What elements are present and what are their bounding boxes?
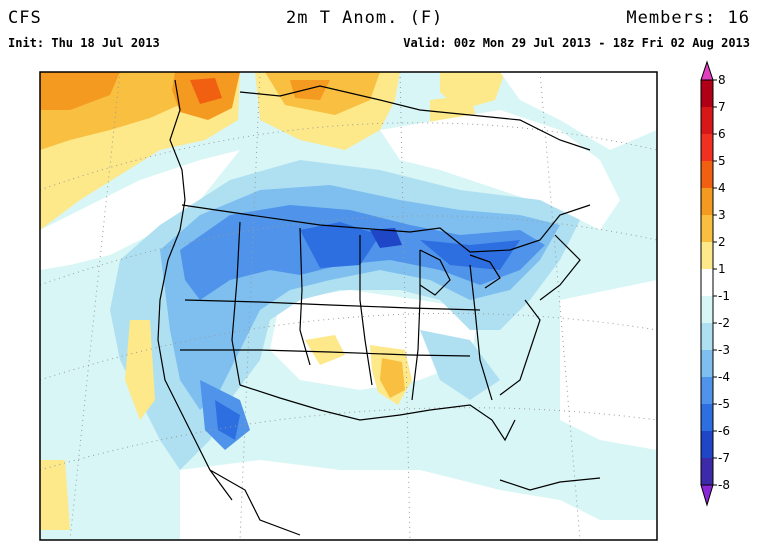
colorbar-label: 6 <box>718 127 726 141</box>
colorbar: 8 7 6 5 4 3 2 1 -1 -2 -3 -4 -5 -6 -7 -8 <box>700 60 730 507</box>
map-frame <box>39 71 658 541</box>
colorbar-label: -3 <box>718 343 730 357</box>
colorbar-label: 2 <box>718 235 726 249</box>
colorbar-label: 8 <box>718 73 726 87</box>
colorbar-label: 3 <box>718 208 726 222</box>
colorbar-bottom-arrow <box>700 484 714 507</box>
colorbar-label: -7 <box>718 451 730 465</box>
map-title: 2m T Anom. (F) <box>286 8 444 28</box>
colorbar-label: -1 <box>718 289 730 303</box>
colorbar-label: 1 <box>718 262 726 276</box>
members-count: Members: 16 <box>626 8 750 28</box>
colorbar-label: -8 <box>718 478 730 492</box>
init-time: Init: Thu 18 Jul 2013 <box>8 36 160 50</box>
colorbar-label: 5 <box>718 154 726 168</box>
model-name: CFS <box>8 8 42 28</box>
valid-period: Valid: 00z Mon 29 Jul 2013 - 18z Fri 02 … <box>403 36 750 50</box>
boundaries <box>157 79 601 536</box>
colorbar-label: 4 <box>718 181 726 195</box>
colorbar-label: -4 <box>718 370 730 384</box>
colorbar-label: -6 <box>718 424 730 438</box>
colorbar-top-arrow <box>700 60 714 81</box>
colorbar-label: 7 <box>718 100 726 114</box>
colorbar-label: -5 <box>718 397 730 411</box>
graticule <box>40 72 657 540</box>
colorbar-label: -2 <box>718 316 730 330</box>
